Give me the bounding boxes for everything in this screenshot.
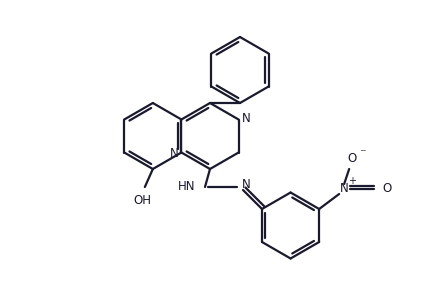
Text: N: N xyxy=(169,147,178,160)
Text: OH: OH xyxy=(134,194,151,207)
Text: N: N xyxy=(241,179,250,191)
Text: HN: HN xyxy=(177,181,194,193)
Text: N: N xyxy=(241,112,250,125)
Text: ⁻: ⁻ xyxy=(358,147,365,160)
Text: O: O xyxy=(347,153,356,166)
Text: +: + xyxy=(347,176,355,186)
Text: N: N xyxy=(339,183,348,195)
Text: O: O xyxy=(382,183,391,195)
